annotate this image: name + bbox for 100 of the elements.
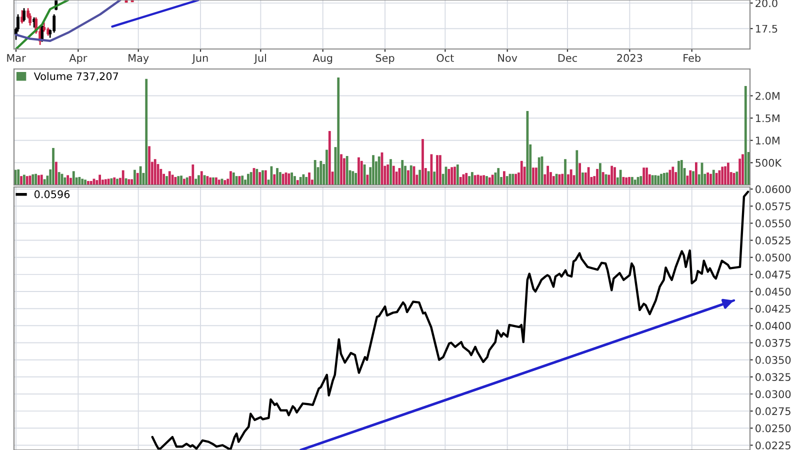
y-tick-label: 0.0600	[756, 185, 791, 194]
bar	[642, 168, 646, 185]
bar	[712, 170, 715, 185]
bar	[113, 177, 116, 185]
bar	[278, 172, 282, 185]
y-tick-label: 0.0475	[756, 270, 790, 279]
x-tick-label: Oct	[436, 54, 454, 62]
bar	[354, 172, 358, 185]
bar	[392, 166, 395, 185]
bar	[532, 168, 534, 185]
bar	[337, 77, 340, 185]
y-tick-label: 0.0325	[756, 373, 790, 382]
bar	[104, 179, 107, 185]
bar	[326, 150, 328, 185]
bar	[465, 172, 468, 185]
y-tick-label: 0.0350	[756, 356, 791, 364]
bar	[672, 166, 674, 185]
bar	[710, 174, 712, 185]
bar	[40, 174, 43, 185]
bar	[38, 175, 40, 185]
bar	[258, 172, 262, 185]
bar	[130, 179, 134, 185]
y-tick-label: 17.5	[756, 24, 778, 33]
bar	[506, 176, 508, 185]
y-tick-label: 0.0525	[756, 236, 790, 244]
bar	[646, 168, 648, 185]
y-tick-label: 0.0425	[756, 304, 790, 313]
bar	[212, 177, 214, 185]
bar	[232, 172, 235, 185]
bar	[66, 175, 70, 185]
bar	[180, 176, 182, 185]
candlestick	[124, 0, 128, 4]
bar	[546, 166, 550, 185]
bar	[706, 172, 710, 185]
bar	[64, 177, 66, 185]
bar	[305, 176, 308, 185]
bar	[538, 157, 540, 185]
bar	[602, 172, 604, 185]
bar	[660, 174, 662, 185]
bar	[561, 174, 564, 185]
bar	[116, 178, 118, 185]
bar	[54, 162, 58, 185]
bar	[401, 160, 404, 185]
bar	[250, 172, 252, 185]
bar	[694, 162, 698, 185]
bar	[378, 156, 380, 185]
y-tick-label: 0.0300	[756, 390, 791, 398]
bar	[628, 176, 630, 185]
bar	[634, 180, 636, 185]
bar	[52, 148, 54, 185]
bar	[328, 131, 331, 185]
bar	[736, 172, 738, 185]
bar	[744, 86, 747, 185]
bar	[358, 157, 360, 185]
bar	[372, 155, 374, 185]
bar	[22, 174, 26, 185]
x-tick-label: Nov	[498, 54, 518, 62]
y-tick-label: 0.0450	[756, 288, 791, 296]
bar	[721, 166, 724, 185]
bar	[90, 180, 92, 185]
bar	[598, 163, 602, 185]
bar	[168, 171, 171, 185]
bar	[136, 172, 139, 185]
bar	[256, 168, 258, 185]
bar	[482, 175, 486, 185]
y-tick-label: 0.0400	[756, 322, 791, 330]
bar	[488, 177, 491, 185]
bar	[596, 168, 598, 185]
legend-label: 0.0596	[34, 190, 70, 198]
x-tick-label: Aug	[312, 54, 332, 64]
bar	[192, 164, 194, 185]
bar	[630, 176, 634, 185]
bar	[576, 150, 578, 185]
line-series	[151, 190, 750, 450]
x-tick-label: 2023	[617, 54, 642, 62]
y-tick-label: 500K	[756, 158, 782, 167]
bar	[552, 176, 555, 185]
x-tick-label: Apr	[69, 54, 88, 64]
bar	[72, 171, 75, 185]
bar	[470, 172, 474, 185]
bar	[662, 172, 666, 185]
bar	[166, 176, 168, 185]
bar	[294, 176, 296, 185]
bar	[486, 176, 488, 185]
bar	[410, 165, 412, 185]
bar	[534, 168, 538, 185]
bar	[214, 177, 218, 185]
bar	[448, 168, 450, 185]
x-tick-label: Sep	[376, 54, 394, 64]
bar	[680, 160, 683, 185]
bar	[84, 180, 86, 185]
bar	[418, 170, 422, 185]
y-tick-label: 0.0225	[756, 441, 790, 450]
y-tick-label: 0.0500	[756, 254, 791, 262]
bar	[308, 172, 310, 185]
bar	[450, 167, 454, 185]
bar	[17, 169, 20, 185]
bar	[640, 176, 642, 185]
bar	[194, 178, 198, 185]
bar	[422, 139, 424, 185]
